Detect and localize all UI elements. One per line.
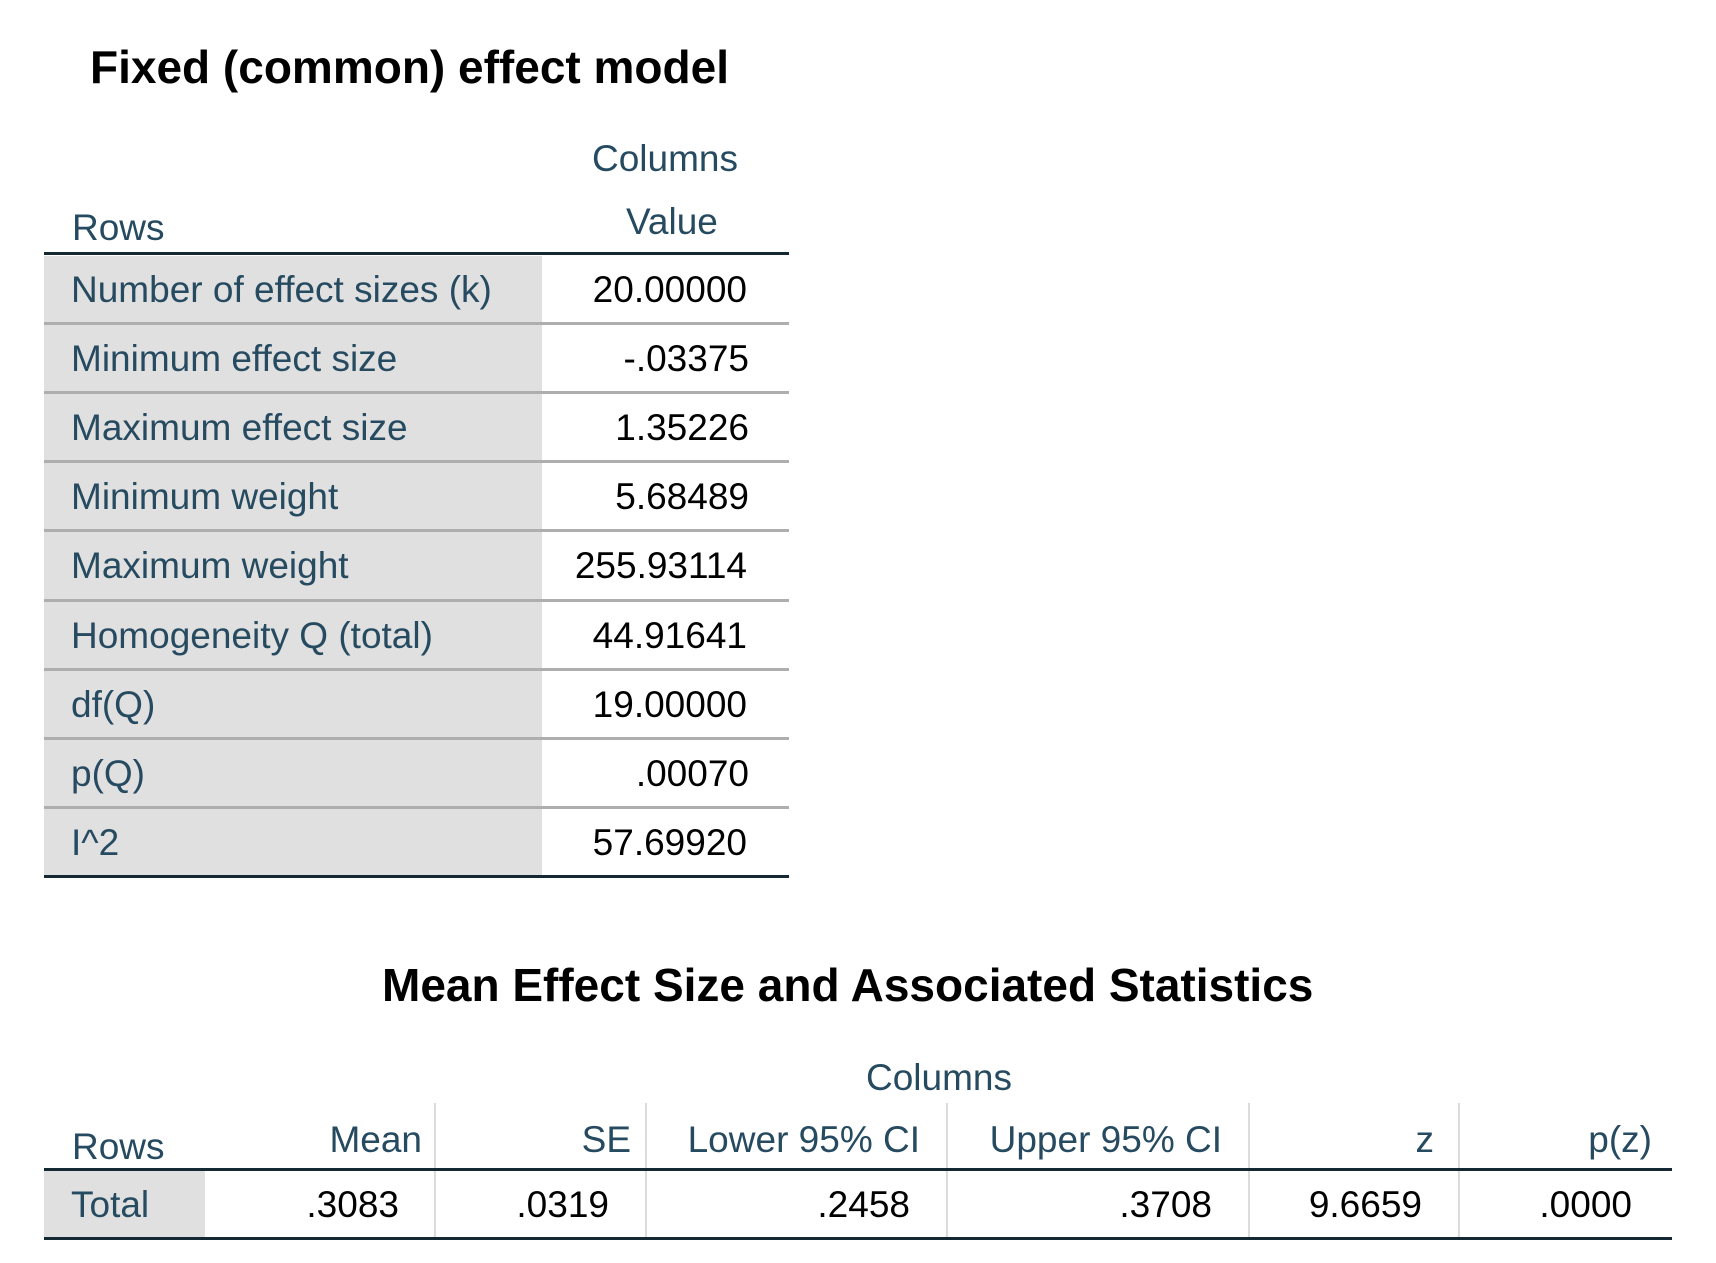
table2-value-pz: .0000 [1539, 1183, 1632, 1225]
table1-row-value: 1.35226 [615, 406, 749, 448]
table1-bottom-rule [44, 875, 789, 878]
table2-header-separator [1248, 1103, 1250, 1168]
table1-row-divider [44, 391, 789, 394]
table1-title: Fixed (common) effect model [90, 41, 729, 93]
table2-row-separator [1458, 1171, 1460, 1237]
table1-value-header: Value [626, 201, 718, 242]
table2-header-rule [44, 1168, 1672, 1171]
table1-row-value: -.03375 [623, 337, 750, 379]
table2-row-separator [946, 1171, 948, 1237]
table1-row-divider [44, 599, 789, 602]
table2-value-upper-ci: .3708 [1119, 1183, 1212, 1225]
table2-row-label: Total [44, 1171, 205, 1237]
table1-row-value: 44.91641 [592, 614, 747, 656]
table2-row-separator [645, 1171, 647, 1237]
table1-row-label: Homogeneity Q (total) [44, 602, 542, 668]
table1-row-label: Maximum effect size [44, 394, 542, 460]
table2-header-separator [645, 1103, 647, 1168]
table1-row-divider [44, 322, 789, 325]
table2-value-lower-ci: .2458 [817, 1183, 910, 1225]
table2-header-lower-ci: Lower 95% CI [687, 1119, 920, 1160]
table1-row-divider [44, 806, 789, 809]
table1-row-label: Minimum effect size [44, 325, 542, 391]
table2-value-se: .0319 [516, 1183, 609, 1225]
table2-value-mean: .3083 [306, 1183, 399, 1225]
table2-rows-label: Rows [72, 1126, 165, 1167]
table1-row-label: I^2 [44, 809, 542, 875]
table1-header-rule [44, 252, 789, 255]
table1-row-value: 57.69920 [592, 821, 747, 863]
table2-header-pz: p(z) [1588, 1119, 1652, 1160]
table2-columns-label: Columns [866, 1057, 1012, 1098]
table1-columns-label: Columns [592, 138, 738, 179]
table1-row-value: 255.93114 [574, 545, 747, 586]
table2-row-separator [434, 1171, 436, 1237]
table1-row-divider [44, 668, 789, 671]
table2-header-separator [1458, 1103, 1460, 1168]
table2-header-z: z [1415, 1119, 1435, 1160]
table2-header-mean: Mean [329, 1119, 422, 1160]
table1-row-label: p(Q) [44, 740, 542, 806]
table2-header-separator [946, 1103, 948, 1168]
table1-rows-label: Rows [72, 207, 165, 248]
table2-header-upper-ci: Upper 95% CI [989, 1119, 1222, 1160]
table1-row-value: 19.00000 [592, 683, 747, 725]
table1-row-label: Minimum weight [44, 463, 542, 529]
table2-row-separator [1248, 1171, 1250, 1237]
table2-title: Mean Effect Size and Associated Statisti… [382, 959, 1314, 1011]
table2-bottom-rule [44, 1237, 1672, 1240]
table1-row-value: .00070 [635, 752, 749, 794]
table2-header-se: SE [581, 1119, 631, 1160]
table1-row-label: Maximum weight [44, 532, 542, 599]
table1-row-value: 20.00000 [592, 268, 747, 310]
table1-row-divider [44, 529, 789, 532]
table1-row-divider [44, 737, 789, 740]
table2-header-separator [434, 1103, 436, 1168]
table2-value-z: 9.6659 [1308, 1183, 1422, 1225]
table1-row-label: Number of effect sizes (k) [44, 256, 542, 322]
table1-row-divider [44, 460, 789, 463]
table1-row-value: 5.68489 [615, 475, 749, 517]
table1-row-label: df(Q) [44, 671, 542, 737]
